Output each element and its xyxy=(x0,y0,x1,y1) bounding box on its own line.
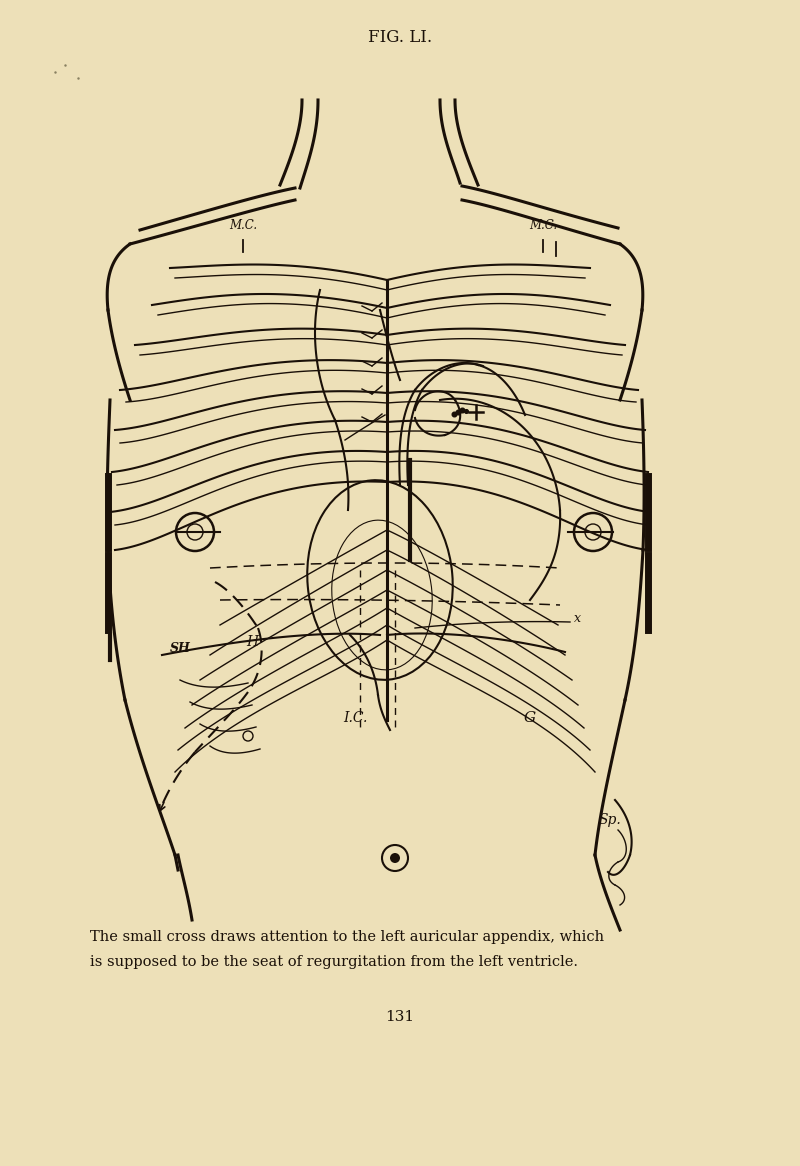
Text: FIG. LI.: FIG. LI. xyxy=(368,29,432,47)
Text: I.C.: I.C. xyxy=(343,711,367,725)
Text: M.C.: M.C. xyxy=(529,219,557,232)
Text: G: G xyxy=(524,711,536,725)
Text: SH: SH xyxy=(170,641,190,654)
Text: The small cross draws attention to the left auricular appendix, which: The small cross draws attention to the l… xyxy=(90,930,604,944)
Text: M.C.: M.C. xyxy=(229,219,257,232)
Text: is supposed to be the seat of regurgitation from the left ventricle.: is supposed to be the seat of regurgitat… xyxy=(90,955,578,969)
Text: 131: 131 xyxy=(386,1010,414,1024)
Circle shape xyxy=(390,854,400,863)
Text: x: x xyxy=(574,611,581,625)
Text: H: H xyxy=(246,635,258,649)
Text: Sp.: Sp. xyxy=(598,813,622,827)
